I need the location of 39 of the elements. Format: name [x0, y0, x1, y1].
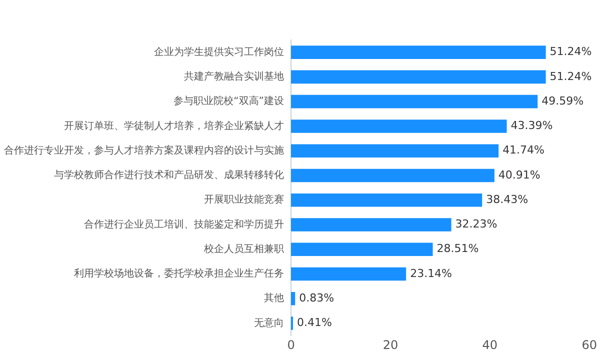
y-tick-label: 共建产教融合实训基地	[184, 70, 284, 83]
y-tick-label: 利用学校场地设备，委托学校承担企业生产任务	[74, 268, 284, 280]
x-tick-label: 40	[482, 338, 498, 352]
data-label: 32.23%	[455, 218, 498, 231]
data-label: 23.14%	[410, 266, 452, 280]
y-tick-label: 其他	[264, 292, 284, 304]
data-label: 38.43%	[486, 192, 528, 206]
data-label: 43.39%	[510, 119, 553, 132]
data-label: 41.74%	[502, 144, 545, 157]
y-tick-label: 与学校教师合作进行技术和产品研发、成果转移转化	[54, 169, 284, 182]
data-label: 40.91%	[498, 168, 540, 182]
bar	[291, 46, 546, 59]
y-tick-label: 无意向	[254, 316, 284, 329]
bar	[291, 70, 546, 84]
y-tick-label: 参与职业院校“双高”建设	[174, 95, 284, 108]
y-tick-label: 企业为学生提供实习工作岗位	[154, 46, 284, 58]
data-label: 0.83%	[299, 292, 334, 305]
y-tick-label: 合作进行企业员工培训、技能鉴定和学历提升	[84, 218, 284, 230]
x-tick-label: 0	[287, 338, 295, 352]
bar	[291, 94, 538, 108]
bar	[291, 242, 433, 256]
y-tick-label: 开展职业技能竞赛	[204, 194, 284, 206]
y-tick-label: 校企人员互相兼职	[203, 242, 284, 255]
bar	[291, 120, 507, 133]
x-tick-label: 60	[582, 338, 598, 352]
data-label: 51.24%	[550, 45, 592, 58]
bar	[291, 267, 406, 281]
data-label: 49.59%	[542, 94, 584, 108]
bar	[291, 218, 452, 232]
bar	[291, 168, 494, 182]
y-tick-label: 合作进行专业开发，参与人才培养方案及课程内容的设计与实施	[4, 144, 284, 156]
x-tick-label: 20	[382, 338, 398, 352]
bar	[291, 193, 482, 207]
y-tick-label: 开展订单班、学徒制人才培养，培养企业紧缺人才	[64, 120, 284, 132]
data-label: 51.24%	[550, 70, 592, 83]
data-label: 28.51%	[436, 242, 479, 256]
bar	[291, 144, 499, 158]
bar	[291, 292, 296, 306]
data-label: 0.41%	[297, 316, 332, 330]
